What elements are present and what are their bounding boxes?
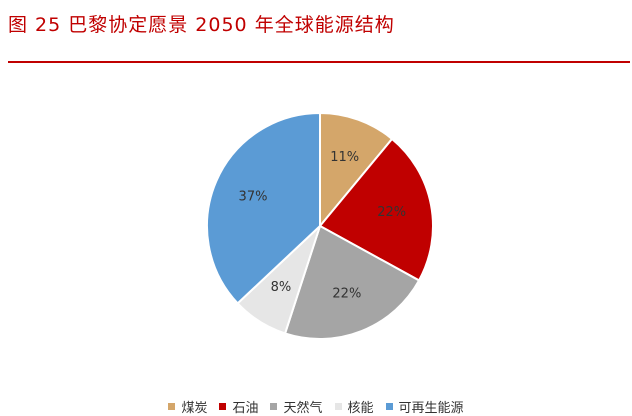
data-label-2: 22% [332,286,361,301]
data-label-4: 37% [239,190,268,205]
legend-label-1: 石油 [232,400,259,416]
chart-legend: 煤炭 石油 天然气 核能 可再生能源 [0,397,632,416]
legend-swatch-3 [334,402,342,410]
legend-item-0: 煤炭 [168,397,207,416]
legend-swatch-0 [168,402,176,410]
legend-item-3: 核能 [334,397,374,416]
data-label-3: 8% [271,280,292,295]
title-divider [8,61,630,63]
legend-item-4: 可再生能源 [385,397,464,416]
pie-slice-1 [318,137,434,282]
data-label-1: 22% [377,205,406,220]
figure-title: 图 25 巴黎协定愿景 2050 年全球能源结构 [8,14,395,36]
legend-swatch-2 [270,402,278,410]
legend-label-0: 煤炭 [181,400,208,416]
pie-slice-4 [206,111,321,305]
legend-swatch-4 [385,402,393,410]
legend-item-2: 天然气 [270,397,323,416]
legend-label-4: 可再生能源 [398,400,464,416]
legend-label-3: 核能 [347,400,374,416]
legend-item-1: 石油 [219,397,258,416]
pie-slice-2 [283,224,421,340]
pie-slice-0 [319,111,394,229]
data-label-0: 11% [330,150,359,165]
legend-label-2: 天然气 [283,400,323,416]
legend-swatch-1 [219,402,227,410]
